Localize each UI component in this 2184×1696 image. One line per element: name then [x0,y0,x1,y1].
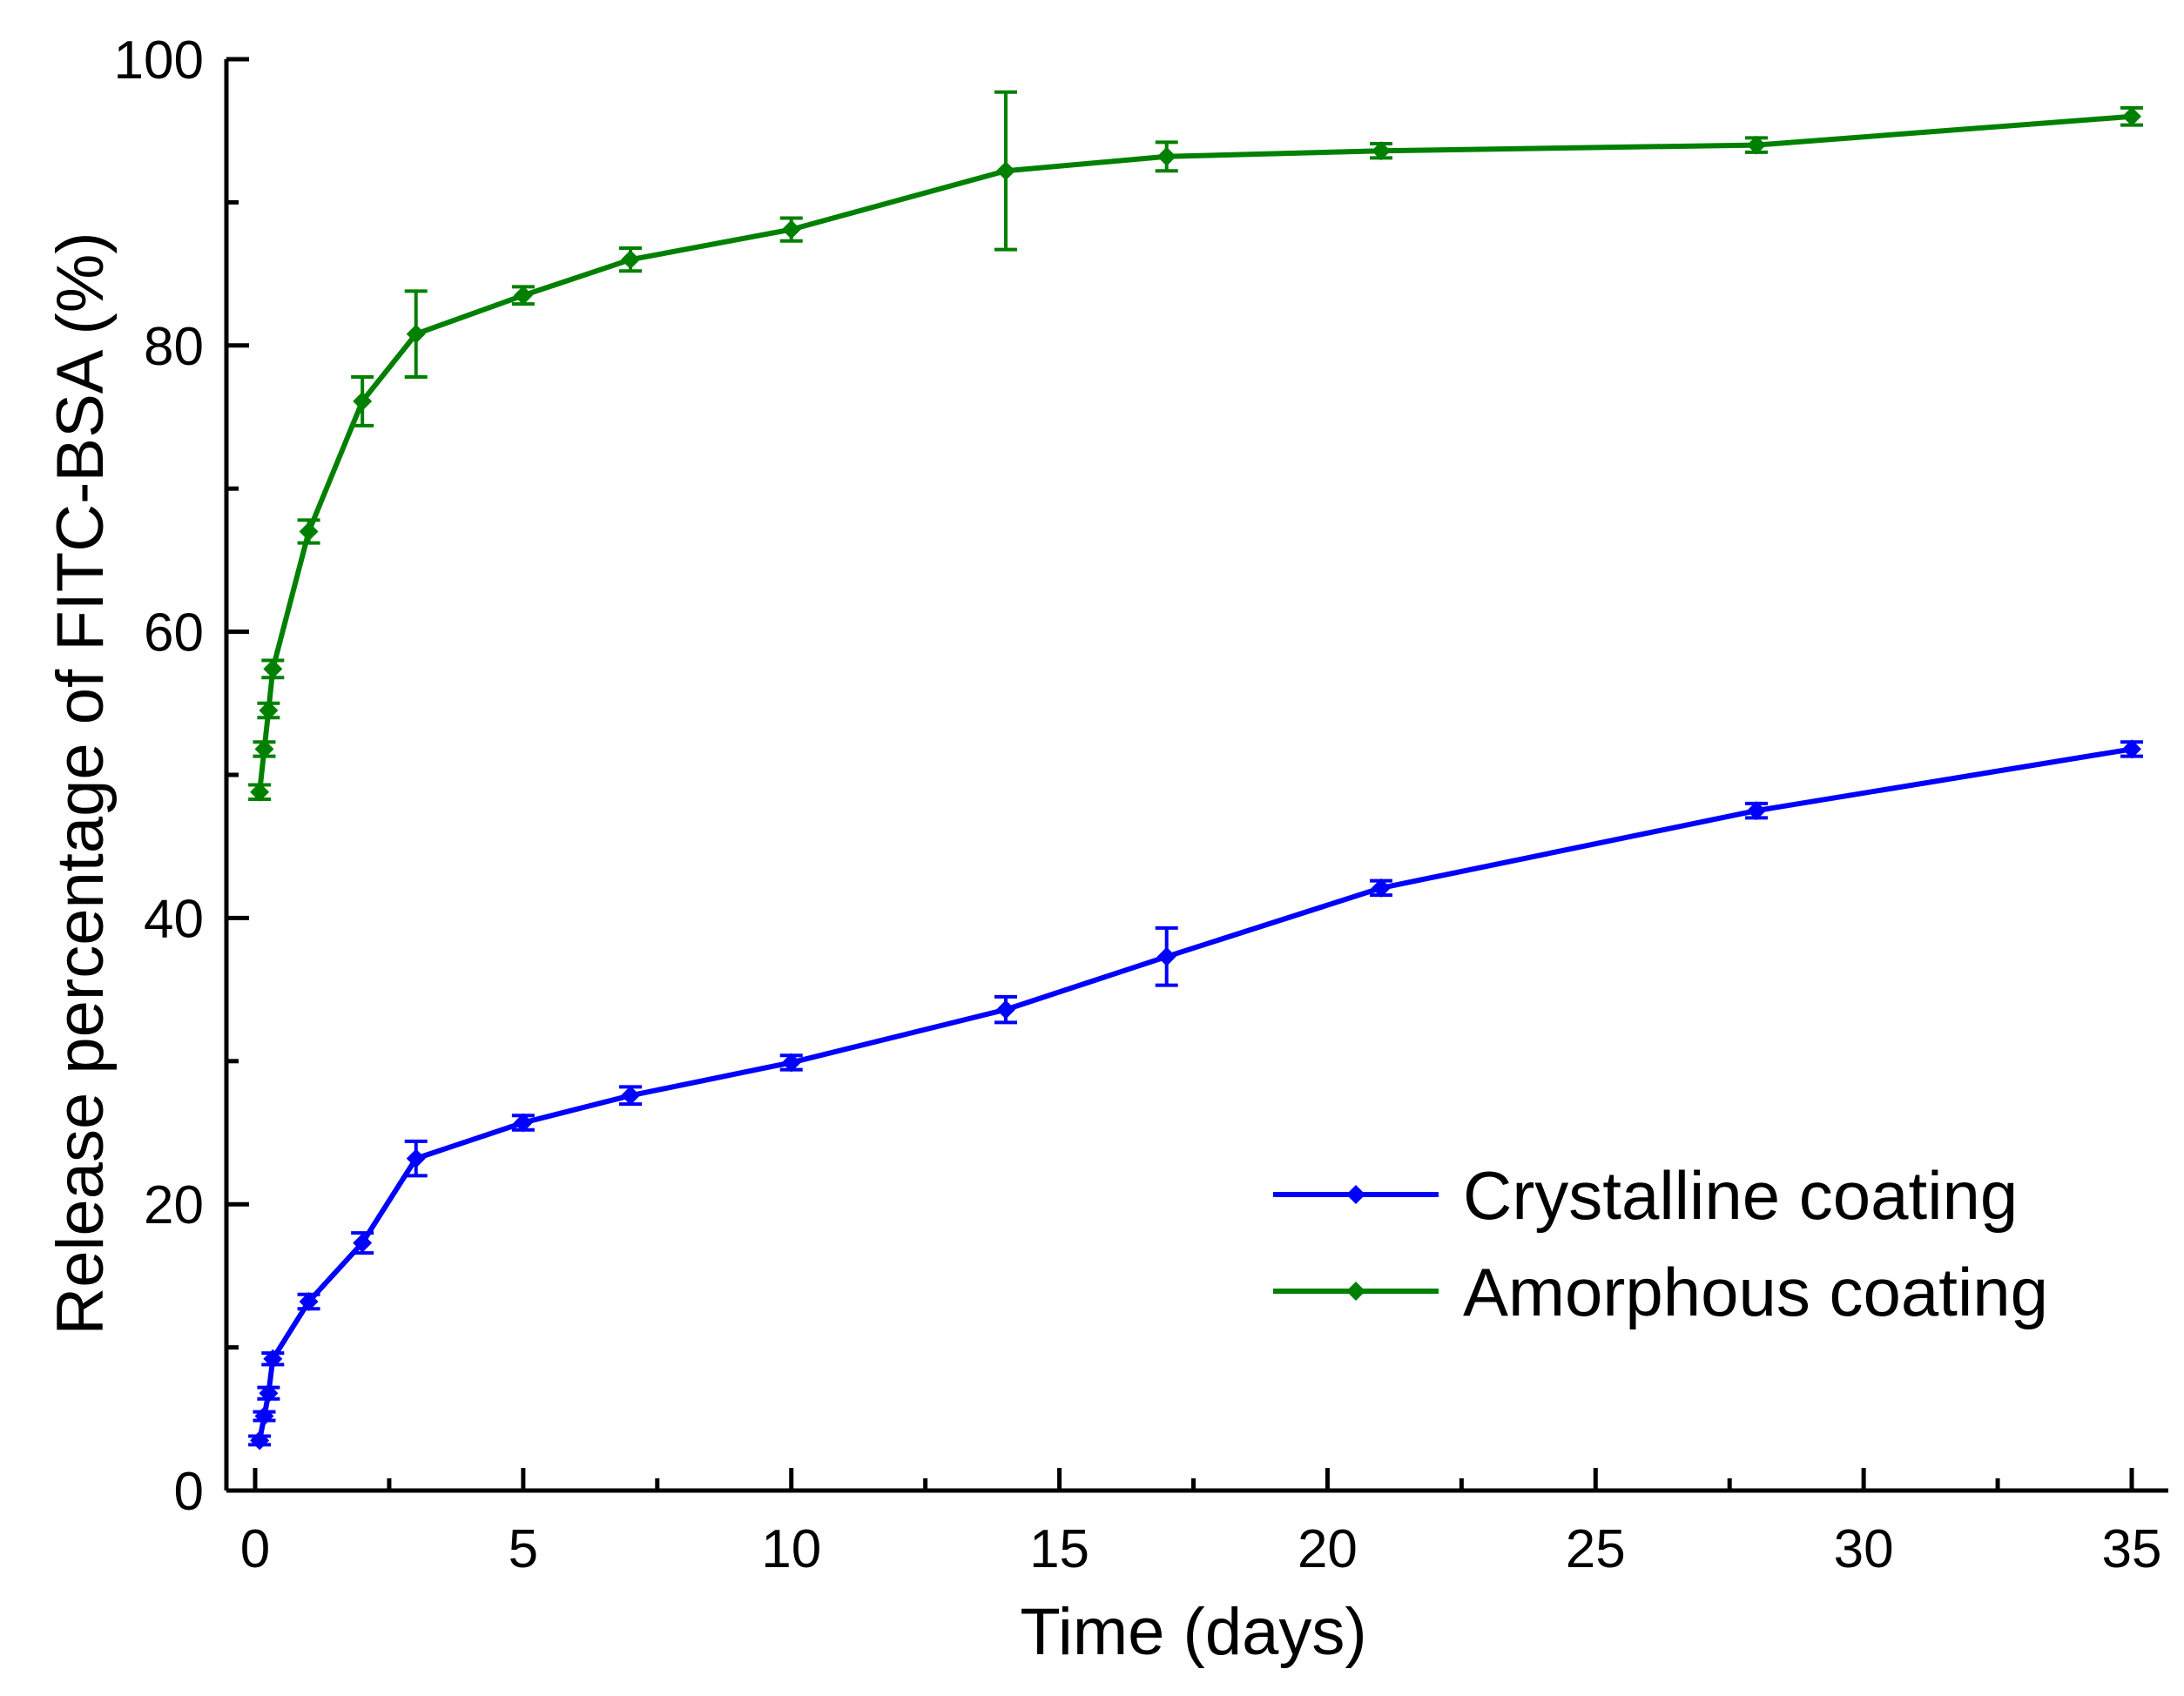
legend: Crystalline coating Amorphous coating [1273,1157,2048,1330]
legend-marker [1346,1185,1365,1204]
data-point [1156,146,1176,166]
y-tick-label: 100 [114,30,204,91]
data-point [299,1291,319,1311]
data-point [353,1233,373,1253]
data-point [250,1430,270,1450]
x-tick-label: 20 [1298,1519,1358,1579]
data-point [621,250,640,270]
data-point [513,286,533,306]
data-point [781,219,801,239]
series-0 [248,739,2143,1450]
x-tick-label: 10 [761,1519,821,1579]
data-point [299,522,319,542]
y-tick-label: 40 [144,889,204,949]
data-point [263,1349,283,1369]
data-point [259,701,279,721]
data-point [2122,106,2141,126]
data-point [1747,135,1766,155]
data-point [996,999,1015,1020]
y-tick-label: 20 [144,1175,204,1235]
data-point [250,782,270,802]
data-point [1747,801,1766,821]
x-axis-label: Time (days) [1020,1595,1366,1669]
x-tick-label: 5 [509,1519,538,1579]
x-tick-label: 30 [1834,1519,1894,1579]
y-tick-label: 80 [144,317,204,377]
data-point [1372,141,1391,161]
data-point [263,659,283,679]
data-point [513,1113,533,1133]
data-point [406,1148,426,1168]
y-tick-label: 0 [174,1462,204,1522]
data-point [781,1053,801,1073]
legend-label: Crystalline coating [1463,1157,2018,1234]
x-tick-label: 0 [240,1519,270,1579]
data-point [254,1406,274,1426]
axes: 0 20 40 60 80 100 0 5 10 15 20 25 30 35 [114,30,2168,1579]
legend-marker [1346,1282,1365,1301]
data-point [259,1383,279,1403]
data-point [254,739,274,759]
data-point [2122,739,2141,759]
data-point [1156,946,1176,966]
data-point [621,1086,640,1106]
x-tick-label: 35 [2102,1519,2162,1579]
data-point [996,161,1015,181]
series-1 [248,90,2143,802]
y-axis-label: Release percentage of FITC-BSA (%) [44,232,118,1335]
data-point [406,324,426,344]
legend-label: Amorphous coating [1463,1254,2048,1330]
x-tick-label: 25 [1566,1519,1626,1579]
x-tick-label: 15 [1029,1519,1089,1579]
data-point [353,391,373,411]
data-point [1372,878,1391,898]
series-layer [248,90,2143,1450]
y-tick-label: 60 [144,603,204,663]
